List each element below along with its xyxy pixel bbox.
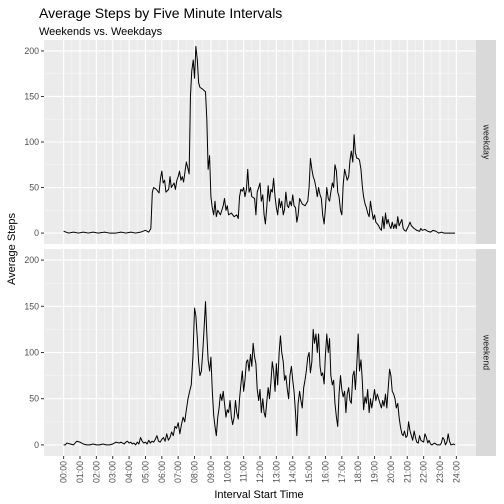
x-tick-label: 15:00	[304, 461, 314, 483]
x-tick-label: 02:00	[91, 461, 101, 483]
panel-weekday: 0 50 100 150 200 weekday	[24, 40, 496, 244]
x-tick-label: 03:00	[108, 461, 118, 483]
series-line-weekend	[63, 301, 456, 446]
x-tick-label: 10:00	[222, 461, 232, 483]
x-tick-label: 20:00	[386, 461, 396, 483]
x-tick-label: 08:00	[190, 461, 200, 483]
facet-strip-label: weekday	[482, 124, 492, 160]
x-tick-label: 18:00	[353, 461, 363, 483]
x-axis-title: Interval Start Time	[214, 489, 303, 501]
x-tick-label: 22:00	[419, 461, 429, 483]
x-tick-label: 11:00	[239, 461, 249, 482]
x-tick-label: 23:00	[435, 461, 445, 483]
x-tick-label: 17:00	[337, 461, 347, 483]
y-axis-title: Average Steps	[6, 213, 18, 285]
facet-panels: 0 50 100 150 200 weekday 0 50 100 150 200 weekend	[24, 40, 496, 456]
x-tick-label: 04:00	[124, 461, 134, 483]
x-tick-label: 13:00	[271, 461, 281, 483]
y-tick-label: 150	[24, 301, 39, 311]
y-tick-label: 50	[29, 394, 39, 404]
y-tick-label: 100	[24, 348, 39, 358]
y-tick-label: 0	[34, 440, 39, 450]
chart-subtitle: Weekends vs. Weekdays	[39, 26, 163, 38]
y-tick-label: 0	[34, 228, 39, 238]
x-tick-label: 09:00	[206, 461, 216, 483]
x-axis: 00:00 01:00 02:00 03:00 04:00 05:00 06:00 07:00…	[59, 456, 461, 483]
facet-strip	[476, 249, 496, 456]
y-tick-label: 150	[24, 91, 39, 101]
series-line-weekday	[63, 45, 456, 234]
x-tick-label: 19:00	[370, 461, 380, 483]
x-tick-label: 00:00	[59, 461, 69, 483]
x-tick-label: 07:00	[173, 461, 183, 483]
x-tick-label: 05:00	[140, 461, 150, 483]
facet-strip-label: weekend	[482, 334, 492, 370]
x-tick-label: 24:00	[451, 461, 461, 483]
y-tick-label: 50	[29, 183, 39, 193]
x-tick-label: 16:00	[320, 461, 330, 483]
x-tick-label: 12:00	[255, 461, 265, 483]
x-tick-label: 06:00	[157, 461, 167, 483]
chart-title: Average Steps by Five Minute Intervals	[39, 5, 282, 21]
x-tick-label: 01:00	[75, 461, 85, 483]
panel-weekend: 0 50 100 150 200 weekend	[24, 249, 496, 456]
x-tick-label: 21:00	[402, 461, 412, 483]
y-tick-label: 200	[24, 46, 39, 56]
x-tick-label: 14:00	[288, 461, 298, 483]
y-tick-label: 100	[24, 137, 39, 147]
facet-strip	[476, 40, 496, 244]
y-tick-label: 200	[24, 255, 39, 265]
